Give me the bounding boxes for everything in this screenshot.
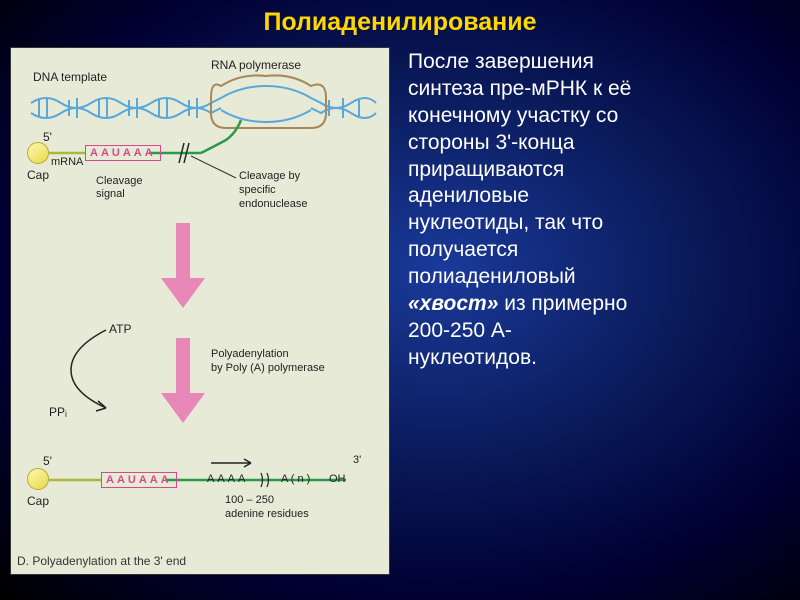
polyadenylation-1: Polyadenylation: [211, 348, 289, 360]
five-prime-1: 5': [43, 130, 52, 144]
desc-3: конечному участку со: [408, 104, 618, 127]
desc-11: 200-250 А-: [408, 319, 512, 342]
desc-6: адениловые: [408, 184, 529, 207]
three-prime-label: 3': [353, 454, 361, 466]
desc-tail: «хвост»: [408, 292, 498, 315]
cap-circle-2: [27, 468, 49, 490]
poly-a-label: AAAA: [207, 473, 248, 485]
desc-8: получается: [408, 238, 518, 261]
ppi-label: PPᵢ: [49, 405, 67, 419]
five-prime-2: 5': [43, 454, 52, 468]
cleavage-signal-2: signal: [96, 188, 125, 200]
a-n-label: A ( n ): [281, 473, 310, 485]
cleavage-by-1: Cleavage by: [239, 170, 300, 182]
diagram-caption: D. Polyadenylation at the 3' end: [17, 554, 186, 568]
page-title: Полиаденилирование: [0, 0, 800, 37]
desc-12: нуклеотидов.: [408, 346, 537, 369]
cap-label-1: Cap: [27, 168, 49, 182]
cap-circle-1: [27, 142, 49, 164]
desc-1: После завершения: [408, 50, 594, 73]
residues-2: adenine residues: [225, 508, 309, 520]
atp-label: ATP: [109, 322, 131, 336]
desc-4: стороны 3'-конца: [408, 131, 575, 154]
residues-1: 100 – 250: [225, 494, 274, 506]
cap-label-2: Cap: [27, 494, 49, 508]
oh-label: OH: [329, 473, 346, 485]
description-text: После завершения синтеза пре-мРНК к её к…: [408, 47, 790, 575]
desc-2: синтеза пре-мРНК к её: [408, 77, 631, 100]
rna-polymerase-label: RNA polymerase: [211, 58, 301, 72]
cleavage-signal-1: Cleavage: [96, 175, 142, 187]
cleavage-by-2: specific: [239, 184, 276, 196]
sequence-box-2: AAUAAA: [101, 472, 177, 488]
dna-template-label: DNA template: [33, 70, 107, 84]
polyadenylation-2: by Poly (A) polymerase: [211, 362, 325, 374]
diagram-svg: [11, 48, 391, 576]
diagram-panel: DNA template RNA polymerase 5' Cap mRNA …: [10, 47, 390, 575]
cleavage-by-3: endonuclease: [239, 198, 308, 210]
sequence-box-1: AAUAAA: [85, 145, 161, 161]
mrna-label: mRNA: [51, 156, 83, 168]
content: DNA template RNA polymerase 5' Cap mRNA …: [0, 37, 800, 575]
desc-7: нуклеотиды, так что: [408, 211, 603, 234]
desc-5: приращиваются: [408, 158, 564, 181]
desc-10: из примерно: [498, 292, 627, 315]
desc-9: полиадениловый: [408, 265, 576, 288]
